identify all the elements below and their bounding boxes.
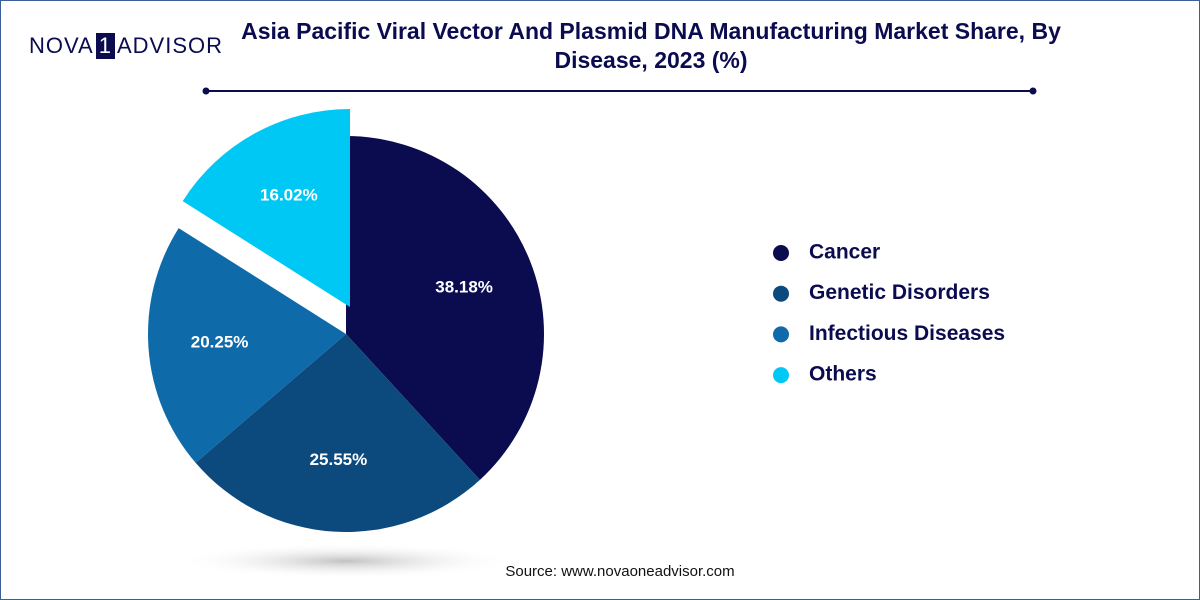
legend-marker [773, 245, 789, 261]
logo-text: 1 [95, 33, 115, 59]
legend-marker [773, 285, 789, 302]
source: Source: www.novaoneadvisor.com [505, 563, 735, 580]
pie-slice [195, 334, 480, 532]
logo-text: NOVA [29, 33, 94, 58]
slice-label: 20.25% [191, 333, 249, 352]
legend-label: Infectious Diseases [809, 322, 1005, 345]
slice-label: 38.18% [435, 278, 493, 297]
logo: NOVA 1 ADVISOR [29, 33, 223, 59]
logo-text: ADVISOR [116, 33, 223, 58]
slice-label: 16.02% [260, 185, 318, 204]
pie-shadow [176, 543, 516, 579]
legend-label: Others [809, 363, 877, 386]
pie-slice [148, 228, 346, 463]
chart-title: Asia Pacific Viral Vector And Plasmid DN… [241, 18, 1061, 73]
legend-marker [773, 367, 789, 384]
legend-label: Cancer [809, 241, 880, 264]
legend-marker [773, 326, 789, 343]
rule-dot [1029, 87, 1037, 95]
rule-dot [202, 87, 210, 95]
legend-label: Genetic Disorders [809, 281, 990, 304]
slice-label: 25.55% [310, 450, 368, 469]
pie-slice [346, 136, 544, 480]
pie-slice [182, 109, 350, 307]
